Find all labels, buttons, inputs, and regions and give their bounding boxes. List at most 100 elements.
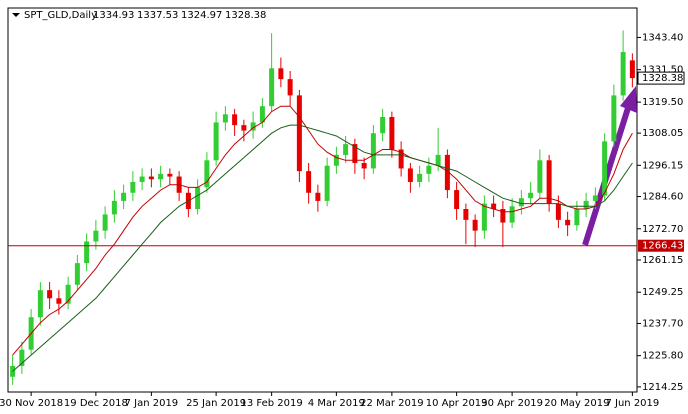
chart-title: SPT_GLD,Daily	[24, 10, 97, 21]
y-tick-label: 1296.15	[642, 160, 683, 171]
candle-body	[65, 284, 71, 304]
annotation-arrowhead	[620, 86, 637, 113]
x-tick-label: 10 Apr 2019	[426, 398, 488, 409]
last-price-label: 1328.38	[642, 73, 683, 84]
candle-body	[74, 263, 80, 285]
candle-body	[296, 95, 302, 172]
y-tick-label: 1214.25	[642, 382, 683, 393]
moving-average	[12, 105, 633, 356]
candle-body	[287, 79, 293, 96]
candle-body	[592, 195, 598, 201]
candle-body	[629, 60, 635, 79]
candle-body	[546, 160, 552, 204]
candle-body	[148, 176, 154, 180]
y-tick-label: 1284.60	[642, 192, 683, 203]
header-low: 1324.97	[181, 10, 222, 21]
candle-body	[139, 176, 145, 182]
header-icon	[12, 13, 20, 17]
x-tick-label: 22 Mar 2019	[360, 398, 423, 409]
x-tick-label: 4 Mar 2019	[308, 398, 365, 409]
candle-body	[500, 209, 506, 223]
candle-body	[426, 165, 432, 174]
candle-body	[398, 149, 404, 169]
candle-body	[241, 125, 247, 131]
candle-body	[491, 203, 497, 210]
candle-body	[121, 192, 127, 201]
candle-body	[19, 349, 25, 366]
x-tick-label: 7 Jun 2019	[605, 398, 659, 409]
candle-body	[84, 241, 90, 264]
y-tick-label: 1249.25	[642, 287, 683, 298]
candle-body	[204, 160, 210, 188]
candle-body	[602, 141, 608, 196]
x-tick-label: 13 Feb 2019	[241, 398, 303, 409]
x-tick-label: 30 Nov 2018	[0, 398, 63, 409]
candle-body	[111, 200, 117, 215]
candle-body	[269, 68, 275, 107]
candle-body	[528, 192, 534, 199]
candle-body	[509, 206, 515, 223]
candle-body	[167, 173, 173, 177]
x-tick-label: 20 May 2019	[544, 398, 609, 409]
candle-body	[213, 122, 219, 161]
candle-body	[518, 198, 524, 207]
candle-body	[102, 214, 108, 231]
candle-body	[158, 173, 164, 180]
candle-body	[380, 117, 386, 134]
candle-body	[463, 209, 469, 220]
y-tick-label: 1319.50	[642, 97, 683, 108]
candle-body	[574, 209, 580, 226]
candle-body	[555, 203, 561, 220]
level-label: 1266.43	[642, 241, 683, 252]
candle-body	[583, 200, 589, 210]
candle-body	[370, 133, 376, 169]
candle-body	[93, 230, 99, 242]
candle-body	[620, 52, 626, 96]
candle-body	[259, 106, 265, 123]
candle-body	[195, 187, 201, 210]
candle-body	[278, 68, 284, 80]
candle-body	[315, 192, 321, 201]
x-tick-label: 7 Jan 2019	[125, 398, 179, 409]
candle-body	[333, 154, 339, 166]
y-tick-label: 1308.05	[642, 128, 683, 139]
candle-body	[47, 290, 53, 299]
candle-body	[565, 219, 571, 226]
candle-body	[444, 154, 450, 191]
y-tick-label: 1237.70	[642, 318, 683, 329]
candle-body	[417, 173, 423, 182]
candle-body	[435, 154, 441, 166]
candle-body	[343, 144, 349, 155]
candle-body	[250, 122, 256, 131]
candle-body	[56, 298, 62, 304]
candle-body	[472, 219, 478, 231]
header-high: 1337.53	[137, 10, 178, 21]
x-tick-label: 19 Dec 2018	[64, 398, 128, 409]
header-open: 1334.93	[93, 10, 134, 21]
candle-body	[352, 144, 358, 164]
candle-body	[306, 171, 312, 193]
plot-frame	[7, 7, 638, 393]
moving-average	[12, 124, 633, 372]
y-tick-label: 1331.50	[642, 65, 683, 76]
header-close: 1328.38	[225, 10, 266, 21]
candle-body	[481, 203, 487, 231]
candle-body	[37, 290, 43, 318]
candle-body	[407, 168, 413, 182]
candle-body	[222, 114, 228, 123]
y-tick-label: 1261.15	[642, 255, 683, 266]
candle-body	[389, 117, 395, 150]
last-price-box	[637, 71, 685, 85]
level-label-box	[638, 239, 684, 252]
candle-body	[232, 114, 238, 126]
y-tick-label: 1225.80	[642, 351, 683, 362]
x-tick-label: 30 Apr 2019	[481, 398, 543, 409]
candle-body	[361, 163, 367, 169]
candle-body	[324, 165, 330, 201]
y-tick-label: 1343.40	[642, 32, 683, 43]
candle-body	[130, 181, 136, 193]
candle-body	[454, 190, 460, 210]
y-tick-label: 1272.70	[642, 224, 683, 235]
